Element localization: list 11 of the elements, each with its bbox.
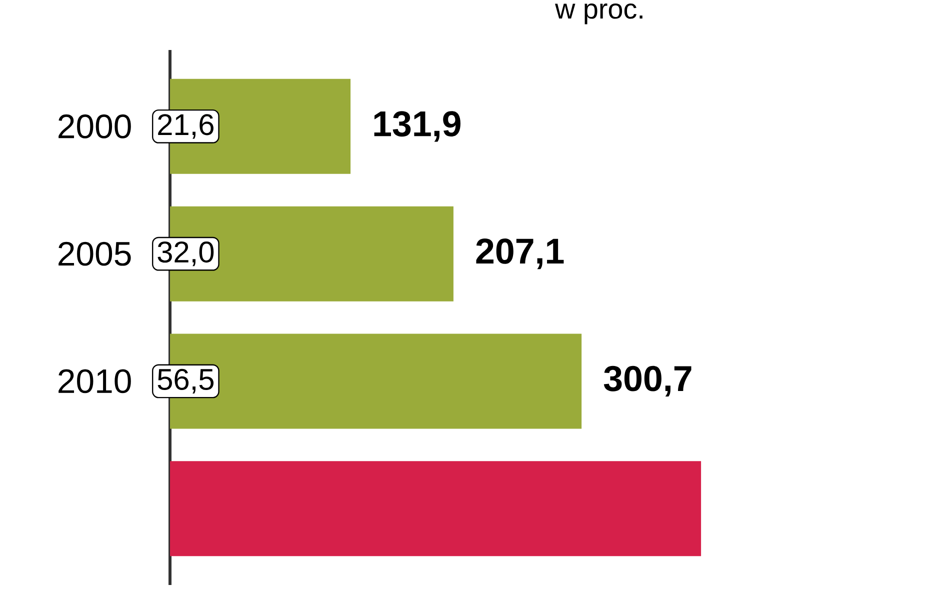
annotation: 21,6 — [158, 114, 214, 139]
chart-title: w proc. — [555, 4, 642, 24]
annotation: 32,0 — [158, 241, 214, 266]
annotation: 56,5 — [158, 368, 214, 394]
y-tick-label: 2000 — [58, 114, 131, 138]
y-tick-label: 2010 — [58, 369, 131, 394]
data-label: 207,1 — [476, 238, 564, 270]
bar — [170, 461, 702, 556]
y-tick-label: 2005 — [58, 242, 131, 266]
data-label: 131,9 — [374, 111, 460, 142]
data-label: 300,7 — [604, 366, 692, 396]
